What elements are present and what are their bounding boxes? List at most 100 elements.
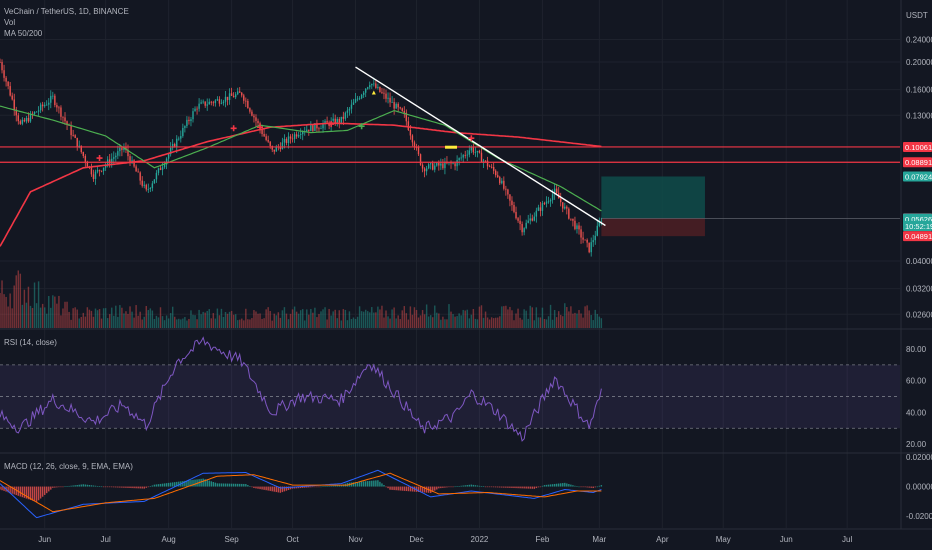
macd-histogram-bar	[157, 484, 160, 487]
volume-bar	[484, 311, 487, 328]
time-axis-label: Jun	[780, 535, 793, 544]
volume-bar	[228, 311, 231, 328]
macd-histogram-bar	[123, 486, 125, 488]
volume-bar	[371, 307, 373, 328]
macd-histogram-bar	[153, 484, 156, 487]
candle-body	[326, 120, 328, 123]
candle-body	[84, 155, 87, 162]
macd-tick-label: 0.00000	[906, 483, 932, 492]
volume-bar	[62, 308, 64, 328]
volume-bar	[263, 318, 265, 328]
macd-histogram-bar	[486, 486, 489, 488]
volume-legend[interactable]: Vol	[4, 18, 16, 27]
volume-bar	[480, 305, 483, 328]
volume-bar	[29, 305, 32, 328]
macd-histogram-bar	[308, 486, 310, 488]
macd-histogram-bar	[436, 486, 438, 490]
macd-histogram-bar	[407, 486, 410, 492]
macd-histogram-bar	[111, 486, 113, 488]
volume-bar	[379, 309, 381, 328]
volume-bar	[1, 280, 3, 328]
macd-histogram-bar	[515, 486, 517, 489]
symbol-title[interactable]: VeChain / TetherUS, 1D, BINANCE	[4, 7, 129, 16]
macd-histogram-bar	[68, 485, 70, 487]
macd-histogram-bar	[373, 480, 375, 487]
candle-body	[145, 184, 147, 190]
rsi-legend[interactable]: RSI (14, close)	[4, 338, 57, 347]
time-axis-label: 2022	[471, 535, 489, 544]
volume-bar	[576, 313, 578, 328]
candle-body	[111, 158, 113, 164]
macd-histogram-bar	[450, 486, 452, 488]
volume-bar	[76, 309, 78, 328]
candle-body	[186, 119, 188, 127]
volume-bar	[462, 309, 464, 328]
volume-bar	[470, 314, 473, 328]
volume-bar	[15, 275, 17, 328]
volume-bar	[515, 313, 517, 328]
volume-bar	[279, 317, 282, 328]
volume-bar	[362, 311, 365, 328]
volume-bar	[551, 319, 554, 328]
macd-histogram-bar	[379, 481, 381, 487]
macd-histogram-bar	[523, 486, 525, 489]
candle-body	[306, 129, 308, 132]
volume-bar	[460, 315, 462, 328]
macd-legend[interactable]: MACD (12, 26, close, 9, EMA, EMA)	[4, 462, 133, 471]
macd-histogram-bar	[458, 485, 460, 487]
candle-body	[153, 179, 156, 184]
candle-body	[387, 97, 389, 99]
macd-histogram-bar	[194, 479, 196, 487]
volume-bar	[265, 309, 267, 328]
macd-histogram-bar	[446, 486, 448, 488]
volume-bar	[444, 319, 446, 328]
candle-body	[9, 86, 11, 96]
ma-legend[interactable]: MA 50/200	[4, 29, 43, 38]
candle-body	[147, 188, 150, 190]
volume-bar	[149, 308, 152, 328]
macd-histogram-bar	[48, 486, 50, 492]
volume-bar	[427, 316, 430, 328]
volume-bar	[289, 313, 292, 328]
volume-bar	[111, 307, 113, 328]
candle-body	[80, 145, 82, 153]
macd-histogram-bar	[31, 486, 34, 501]
candle-body	[539, 207, 542, 211]
macd-histogram-bar	[456, 486, 458, 487]
macd-histogram-bar	[547, 484, 550, 487]
candle-body	[234, 94, 237, 98]
volume-bar	[373, 312, 375, 328]
volume-bar	[338, 310, 340, 328]
volume-bar	[180, 319, 182, 328]
volume-bar	[165, 315, 168, 328]
candle-body	[169, 147, 172, 155]
macd-histogram-bar	[23, 486, 26, 498]
volume-bar	[167, 318, 170, 328]
candle-body	[572, 218, 574, 221]
macd-histogram-bar	[88, 485, 91, 487]
macd-histogram-bar	[285, 486, 288, 491]
macd-histogram-bar	[334, 485, 336, 487]
macd-histogram-bar	[115, 486, 117, 488]
macd-histogram-bar	[352, 482, 355, 487]
macd-histogram-bar	[310, 486, 312, 488]
price-badge-label: 0.10061	[905, 143, 932, 152]
volume-bar	[340, 320, 343, 328]
candle-body	[519, 220, 521, 225]
candle-body	[222, 101, 225, 103]
volume-bar	[346, 320, 349, 328]
macd-histogram-bar	[444, 486, 446, 488]
volume-bar	[507, 309, 509, 328]
volume-bar	[395, 318, 397, 328]
candle-body	[220, 102, 223, 104]
volume-bar	[198, 309, 200, 328]
volume-bar	[312, 312, 314, 328]
macd-histogram-bar	[448, 486, 450, 488]
macd-histogram-bar	[106, 486, 109, 488]
candle-body	[291, 138, 294, 140]
candle-body	[257, 120, 259, 124]
candle-body	[397, 103, 399, 108]
